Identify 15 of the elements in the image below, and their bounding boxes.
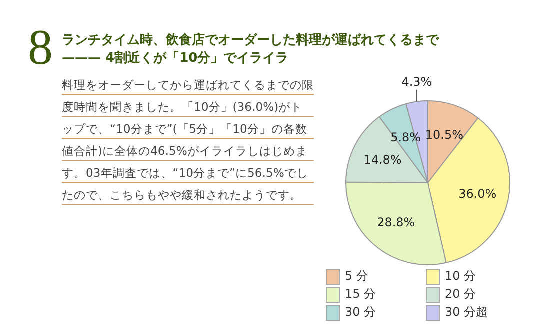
text: 8 (28, 19, 53, 75)
legend-label: 30 分超 (445, 304, 488, 321)
text: 料理をオーダーしてから運ばれてくるまでの限度時間を聞きました。「10分」(36.0%)がトップで、“10分まで”(「5分」「10分」の各数値合計)に全体の46.5%がイライラしはじめます。03年調査では、“10分まで”に56.5%でしたので、こちらもやや緩和されたようです。 (62, 74, 314, 206)
chart-title: ランチタイム時、飲食店でオーダーした料理が運ばれてくるまで ——— 4割近くが「10分」でイライラ (62, 32, 440, 68)
data-label: 36.0% (458, 186, 497, 201)
legend-label: 15 分 (345, 286, 376, 303)
data-label: 28.8% (377, 216, 416, 230)
legend-label: 20 分 (445, 286, 476, 303)
data-label: 10.5% (425, 128, 464, 142)
legend-label: 5 分 (345, 268, 368, 285)
legend-label: 30 分 (345, 304, 376, 321)
legend-label: 10 分 (445, 268, 476, 285)
data-label: 5.8% (390, 130, 422, 144)
data-label: 4.3% (402, 74, 432, 89)
data-label: 14.8% (364, 152, 402, 167)
